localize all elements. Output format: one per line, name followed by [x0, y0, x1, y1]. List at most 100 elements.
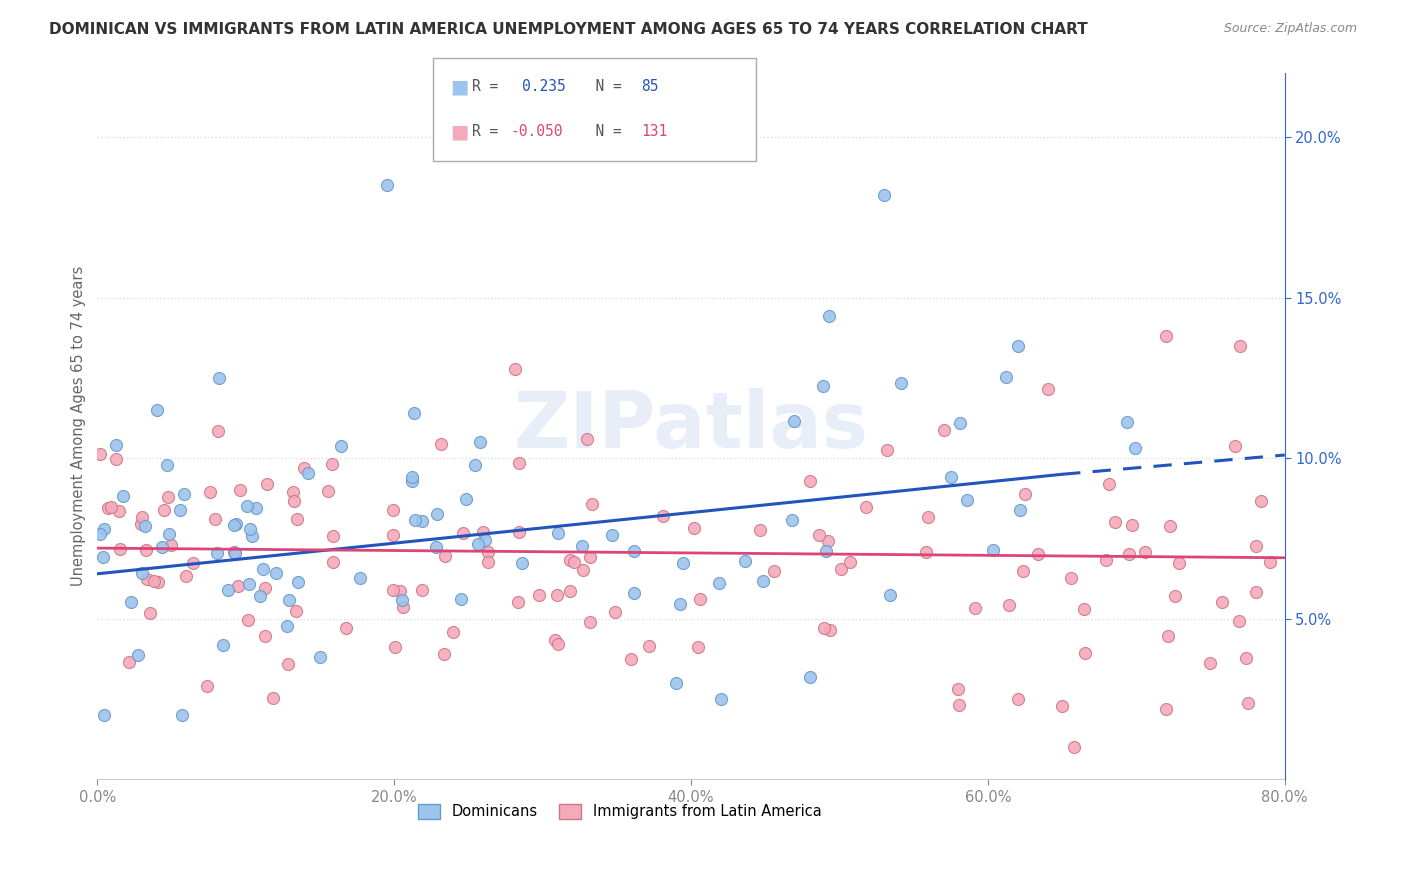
Point — [225, 517, 247, 532]
Point — [252, 562, 274, 576]
Point — [1063, 740, 1085, 755]
Point — [453, 525, 475, 540]
Point — [402, 406, 425, 420]
Point — [1227, 615, 1250, 629]
Point — [322, 529, 344, 543]
Point — [1244, 585, 1267, 599]
Point — [472, 525, 495, 540]
Point — [411, 514, 433, 528]
Point — [105, 438, 128, 452]
Point — [264, 566, 287, 581]
Point — [217, 583, 239, 598]
Point — [672, 556, 695, 570]
Point — [91, 549, 114, 564]
Point — [108, 542, 131, 557]
Point — [245, 501, 267, 516]
Point — [224, 546, 246, 560]
Point — [277, 657, 299, 671]
Point — [710, 692, 733, 706]
Point — [1159, 519, 1181, 533]
Text: N =: N = — [578, 79, 630, 95]
Point — [107, 504, 129, 518]
Point — [425, 540, 447, 554]
Point — [205, 546, 228, 560]
Point — [316, 483, 339, 498]
Legend: Dominicans, Immigrants from Latin America: Dominicans, Immigrants from Latin Americ… — [412, 797, 828, 825]
Point — [284, 604, 307, 618]
Text: Source: ZipAtlas.com: Source: ZipAtlas.com — [1223, 22, 1357, 36]
Point — [131, 566, 153, 581]
Point — [309, 650, 332, 665]
Point — [322, 555, 344, 569]
Point — [1073, 602, 1095, 616]
Point — [222, 544, 245, 558]
Point — [558, 552, 581, 566]
Text: -0.050: -0.050 — [510, 124, 562, 139]
Point — [688, 640, 710, 654]
Point — [1014, 486, 1036, 500]
Point — [456, 491, 478, 506]
Point — [239, 522, 262, 536]
Point — [401, 469, 423, 483]
Text: ■: ■ — [450, 122, 468, 141]
Point — [236, 499, 259, 513]
Point — [321, 457, 343, 471]
Point — [253, 581, 276, 595]
Point — [783, 414, 806, 428]
Point — [170, 708, 193, 723]
Point — [156, 458, 179, 472]
Point — [100, 500, 122, 515]
Point — [1098, 476, 1121, 491]
Point — [983, 543, 1005, 558]
Point — [752, 574, 775, 588]
Text: 85: 85 — [641, 79, 658, 95]
Point — [389, 583, 412, 598]
Point — [212, 638, 235, 652]
Point — [204, 512, 226, 526]
Point — [157, 490, 180, 504]
Point — [441, 625, 464, 640]
Point — [830, 562, 852, 576]
Point — [915, 545, 938, 559]
Point — [651, 508, 673, 523]
Point — [544, 632, 567, 647]
Point — [581, 497, 603, 511]
Text: ZIPatlas: ZIPatlas — [513, 388, 869, 464]
Point — [222, 517, 245, 532]
Point — [815, 543, 838, 558]
Point — [477, 545, 499, 559]
Point — [382, 503, 405, 517]
Point — [173, 487, 195, 501]
Point — [1116, 415, 1139, 429]
Text: 131: 131 — [641, 124, 668, 139]
Point — [994, 369, 1017, 384]
Point — [176, 569, 198, 583]
Point — [1163, 589, 1185, 603]
Point — [208, 371, 231, 385]
Point — [762, 564, 785, 578]
Point — [575, 432, 598, 446]
Point — [620, 652, 643, 666]
Point — [1154, 329, 1177, 343]
Point — [118, 655, 141, 669]
Point — [782, 513, 804, 527]
Point — [111, 489, 134, 503]
Point — [579, 615, 602, 629]
Point — [1011, 564, 1033, 578]
Point — [401, 474, 423, 488]
Point — [411, 583, 433, 598]
Point — [948, 682, 970, 697]
Point — [474, 533, 496, 547]
Point — [1199, 656, 1222, 670]
Point — [890, 376, 912, 391]
Point — [93, 523, 115, 537]
Point — [839, 555, 862, 569]
Point — [811, 379, 834, 393]
Point — [335, 621, 357, 635]
Point — [207, 425, 229, 439]
Point — [1123, 442, 1146, 456]
Point — [623, 586, 645, 600]
Point — [1050, 698, 1073, 713]
Text: N =: N = — [578, 124, 630, 139]
Point — [638, 640, 661, 654]
